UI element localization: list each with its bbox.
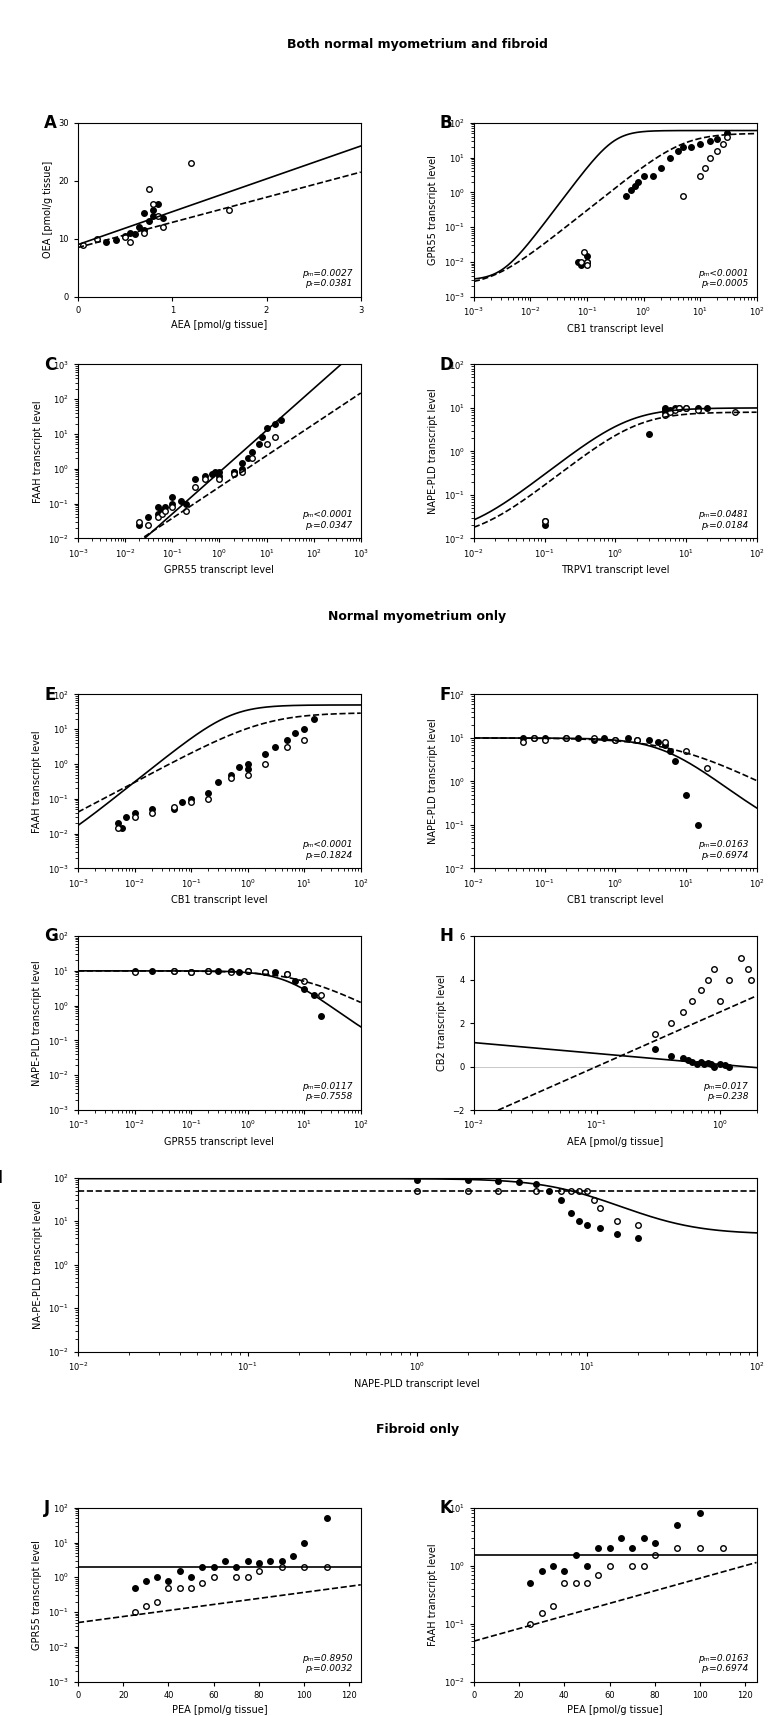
Text: G: G <box>44 927 58 946</box>
Text: pₘ=0.0163
pᵣ=0.6974: pₘ=0.0163 pᵣ=0.6974 <box>697 1654 748 1673</box>
Text: F: F <box>440 686 452 704</box>
Text: pₘ=0.0027
pᵣ=0.0381: pₘ=0.0027 pᵣ=0.0381 <box>302 269 353 288</box>
Y-axis label: GPR55 transcript level: GPR55 transcript level <box>428 154 438 264</box>
Text: pₘ<0.0001
pᵣ=0.0347: pₘ<0.0001 pᵣ=0.0347 <box>302 510 353 530</box>
Y-axis label: FAAH transcript level: FAAH transcript level <box>428 1543 438 1646</box>
Text: pₘ=0.0163
pᵣ=0.6974: pₘ=0.0163 pᵣ=0.6974 <box>697 841 748 860</box>
Y-axis label: GPR55 transcript level: GPR55 transcript level <box>33 1539 42 1649</box>
X-axis label: AEA [pmol/g tissue]: AEA [pmol/g tissue] <box>567 1138 663 1146</box>
Text: Both normal myometrium and fibroid: Both normal myometrium and fibroid <box>287 38 548 51</box>
Y-axis label: NAPE-PLD transcript level: NAPE-PLD transcript level <box>428 388 438 515</box>
Text: pₘ=0.0117
pᵣ=0.7558: pₘ=0.0117 pᵣ=0.7558 <box>302 1081 353 1102</box>
Text: pₘ=0.0481
pᵣ=0.0184: pₘ=0.0481 pᵣ=0.0184 <box>697 510 748 530</box>
X-axis label: GPR55 transcript level: GPR55 transcript level <box>165 565 275 575</box>
Text: J: J <box>44 1500 50 1517</box>
Y-axis label: NAPE-PLD transcript level: NAPE-PLD transcript level <box>33 961 42 1086</box>
X-axis label: PEA [pmol/g tissue]: PEA [pmol/g tissue] <box>567 1706 663 1716</box>
Text: pₘ<0.0001
pᵣ=0.0005: pₘ<0.0001 pᵣ=0.0005 <box>697 269 748 288</box>
Text: D: D <box>440 355 454 374</box>
X-axis label: CB1 transcript level: CB1 transcript level <box>171 896 268 906</box>
Y-axis label: FAAH transcript level: FAAH transcript level <box>33 400 43 503</box>
Y-axis label: NAPE-PLD transcript level: NAPE-PLD transcript level <box>428 719 438 844</box>
Text: pₘ=0.017
pᵣ=0.238: pₘ=0.017 pᵣ=0.238 <box>704 1081 748 1102</box>
X-axis label: NAPE-PLD transcript level: NAPE-PLD transcript level <box>354 1378 480 1388</box>
X-axis label: AEA [pmol/g tissue]: AEA [pmol/g tissue] <box>172 321 268 331</box>
Text: pₘ<0.0001
pᵣ=0.1824: pₘ<0.0001 pᵣ=0.1824 <box>302 841 353 860</box>
Text: Fibroid only: Fibroid only <box>376 1423 459 1436</box>
Text: A: A <box>44 113 57 132</box>
Y-axis label: FAAH transcript level: FAAH transcript level <box>33 729 42 832</box>
X-axis label: TRPV1 transcript level: TRPV1 transcript level <box>561 565 669 575</box>
Text: B: B <box>440 113 452 132</box>
Y-axis label: NA-PE-PLD transcript level: NA-PE-PLD transcript level <box>33 1199 43 1330</box>
Text: I: I <box>0 1169 2 1187</box>
X-axis label: GPR55 transcript level: GPR55 transcript level <box>165 1138 275 1146</box>
Y-axis label: CB2 transcript level: CB2 transcript level <box>437 975 447 1071</box>
Text: K: K <box>440 1500 453 1517</box>
X-axis label: CB1 transcript level: CB1 transcript level <box>567 324 664 335</box>
Text: Normal myometrium only: Normal myometrium only <box>328 609 506 623</box>
Text: H: H <box>440 927 454 946</box>
Text: C: C <box>44 355 56 374</box>
X-axis label: CB1 transcript level: CB1 transcript level <box>567 896 664 906</box>
Text: E: E <box>44 686 55 704</box>
Text: pₘ=0.8950
pᵣ=0.0032: pₘ=0.8950 pᵣ=0.0032 <box>302 1654 353 1673</box>
Y-axis label: OEA [pmol/g tissue]: OEA [pmol/g tissue] <box>43 161 53 259</box>
X-axis label: PEA [pmol/g tissue]: PEA [pmol/g tissue] <box>172 1706 268 1716</box>
